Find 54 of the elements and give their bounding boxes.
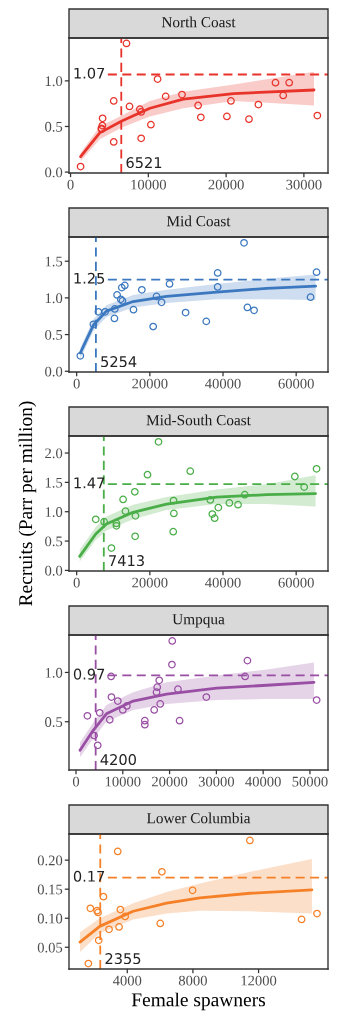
ref-line-label: 0.97 [73, 668, 105, 680]
x-tick-label: 40000 [205, 577, 241, 588]
ref-line-label: 1.07 [74, 67, 105, 79]
x-tick-label: 40000 [245, 776, 281, 787]
x-tick-label: 0 [73, 378, 80, 389]
y-tick-label: 0.5 [45, 717, 63, 727]
y-tick-label: 1.0 [45, 507, 63, 517]
y-tick-label: 0.0 [45, 565, 63, 576]
x-tick-label: 0 [73, 577, 80, 588]
y-tick-label: 0.05 [37, 942, 63, 953]
y-tick-label: 0.20 [37, 855, 63, 866]
x-tick-label: 12000 [241, 975, 277, 986]
x-tick-label: 0 [67, 179, 74, 190]
y-tick-label: 0.0 [45, 167, 63, 178]
x-tick-label: 50000 [292, 776, 328, 787]
y-tick-label: 0.10 [37, 913, 63, 924]
x-tick-label: 40000 [205, 378, 241, 389]
chart-title: Lower Columbia [146, 812, 251, 824]
x-tick-label: 4000 [112, 975, 142, 986]
x-axis-title: Female spawners [131, 992, 266, 1011]
x-tick-label: 20000 [152, 776, 188, 787]
y-tick-label: 2.0 [45, 448, 63, 459]
y-tick-label: 1.5 [45, 256, 63, 267]
x-tick-label: 30000 [198, 776, 235, 787]
y-tick-label: 0.5 [45, 329, 63, 340]
x-tick-label: 0 [72, 776, 80, 787]
ref-line-label: 2355 [105, 953, 141, 965]
x-tick-label: 20000 [132, 577, 168, 588]
ref-line-label: 4200 [100, 754, 136, 766]
ref-line-label: 5254 [101, 356, 137, 368]
x-tick-label: 60000 [278, 378, 314, 389]
chart-title: Mid-South Coast [146, 414, 251, 426]
ref-line-label: 6521 [126, 157, 162, 169]
x-tick-label: 10000 [105, 776, 141, 787]
x-tick-label: 20000 [132, 378, 168, 389]
y-tick-label: 0.5 [45, 121, 63, 132]
y-tick-label: 1.5 [45, 477, 63, 488]
y-tick-label: 1.0 [45, 293, 63, 304]
chart-title: North Coast [161, 16, 236, 28]
y-tick-label: 0.5 [45, 536, 63, 547]
chart-title: Umpqua [172, 614, 225, 628]
x-tick-label: 60000 [278, 577, 314, 588]
y-tick-label: 0.0 [45, 366, 63, 377]
x-tick-label: 20000 [208, 179, 244, 190]
chart-title: Mid Coast [166, 215, 231, 227]
y-tick-label: 0.15 [37, 884, 63, 895]
x-tick-label: 10000 [131, 179, 167, 190]
y-tick-label: 1.0 [45, 667, 63, 678]
ref-line-label: 7413 [109, 555, 144, 567]
x-tick-label: 8000 [178, 975, 207, 986]
y-tick-label: 1.0 [45, 76, 63, 87]
ref-line-label: 1.47 [74, 477, 105, 489]
y-axis-title: Recruits (Parr per million) [18, 401, 37, 606]
x-tick-label: 30000 [286, 179, 322, 190]
